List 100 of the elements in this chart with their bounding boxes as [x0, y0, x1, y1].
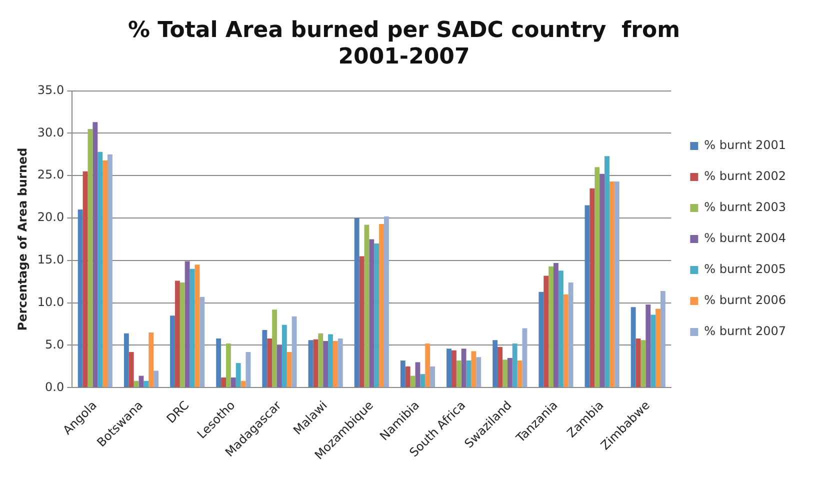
bar — [236, 363, 241, 388]
bar — [492, 340, 498, 388]
bar — [476, 357, 482, 388]
legend-label: % burnt 2006 — [704, 293, 786, 308]
bar — [364, 224, 370, 388]
bar — [354, 218, 360, 388]
bar — [226, 344, 231, 388]
bar — [636, 338, 641, 388]
bar — [415, 362, 420, 388]
bar — [308, 340, 314, 388]
bar — [538, 292, 544, 388]
bar — [78, 210, 83, 388]
legend-label: % burnt 2007 — [704, 324, 786, 338]
bar — [216, 338, 222, 388]
bar — [656, 308, 660, 388]
legend-label: % burnt 2005 — [704, 262, 786, 276]
bar — [221, 377, 226, 388]
bar — [630, 307, 636, 388]
legend-label: % burnt 2001 — [704, 138, 786, 152]
bar — [98, 152, 103, 388]
bar — [512, 344, 518, 388]
bar — [282, 324, 287, 388]
bar — [466, 360, 472, 388]
bar — [558, 270, 564, 388]
bar — [471, 351, 476, 388]
bar — [369, 239, 374, 388]
bar — [660, 290, 666, 388]
bar — [262, 330, 268, 388]
bar — [318, 333, 324, 388]
bar — [323, 341, 328, 388]
y-tick-label: 35.0 — [37, 82, 64, 97]
bar — [614, 182, 620, 388]
y-tick-label: 25.0 — [37, 168, 64, 182]
bar — [502, 360, 508, 388]
bar — [194, 264, 200, 388]
bar — [246, 352, 251, 388]
y-tick-label: 15.0 — [37, 252, 64, 267]
bar — [640, 340, 646, 388]
bar — [384, 216, 389, 388]
bar — [332, 341, 338, 388]
bar — [609, 182, 614, 388]
legend-label: % burnt 2004 — [704, 231, 786, 246]
bar — [174, 280, 180, 388]
bar — [563, 294, 568, 388]
bar — [328, 334, 333, 388]
bar — [134, 380, 139, 388]
bar — [267, 338, 272, 388]
bar — [359, 256, 364, 388]
bar — [374, 243, 380, 388]
bar — [92, 122, 98, 388]
bar — [124, 333, 129, 388]
bar — [82, 171, 88, 388]
y-tick-label: 5.0 — [45, 337, 64, 352]
bar — [292, 316, 297, 388]
bar — [425, 344, 430, 388]
bar — [102, 160, 108, 388]
bar — [286, 352, 292, 388]
bar — [594, 167, 600, 388]
bar — [272, 310, 278, 388]
legend-label: % burnt 2002 — [704, 169, 786, 184]
bar — [154, 370, 159, 388]
bar — [230, 377, 236, 388]
bar — [410, 376, 416, 388]
y-tick-label: 0.0 — [45, 380, 64, 394]
bar — [200, 296, 205, 388]
bar — [548, 266, 554, 388]
bar — [430, 366, 436, 388]
bar — [400, 360, 406, 388]
bar — [379, 224, 384, 388]
bar — [600, 174, 605, 388]
bar — [544, 276, 549, 388]
bar — [507, 358, 512, 388]
y-axis-title: Percentage of Area burned — [15, 148, 30, 331]
bar — [277, 345, 282, 388]
bar — [128, 352, 134, 388]
bar — [405, 366, 410, 388]
bar — [313, 339, 318, 388]
bar — [170, 316, 175, 388]
bar — [650, 314, 656, 388]
bar — [180, 282, 185, 388]
bar — [144, 380, 149, 388]
bar — [456, 360, 462, 388]
bar — [554, 262, 558, 388]
y-tick-label: 30.0 — [37, 125, 64, 140]
bar — [498, 346, 502, 388]
chart-title: % Total Area burned per SADC country from 2001-2007 — [128, 18, 680, 70]
bar — [88, 128, 93, 388]
bar — [568, 282, 574, 388]
bar — [148, 332, 154, 388]
bar — [420, 374, 426, 388]
bar — [451, 350, 456, 388]
bar — [522, 328, 528, 388]
bar — [517, 360, 522, 388]
y-tick-label: 10.0 — [37, 294, 64, 309]
bar — [338, 338, 343, 388]
bar — [590, 188, 595, 388]
bar — [190, 268, 195, 388]
bar — [584, 205, 590, 388]
bar — [108, 154, 112, 388]
bar — [646, 304, 651, 388]
